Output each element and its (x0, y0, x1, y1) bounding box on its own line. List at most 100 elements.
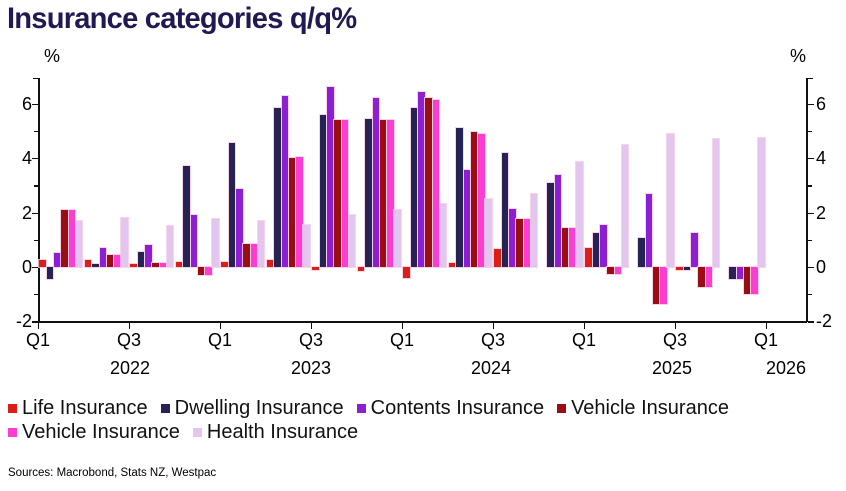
legend: Life Insurance Dwelling Insurance Contents… (8, 397, 729, 444)
bar-dwelling-insurance (410, 107, 418, 267)
legend-item: Life Insurance (8, 397, 148, 420)
x-tick (766, 322, 768, 329)
legend-label: Health Insurance (206, 421, 359, 443)
bar-life-insurance (312, 267, 319, 270)
bar-dwelling-insurance (365, 118, 372, 267)
bar-health-insurance (394, 209, 401, 267)
bar-vehicle-insurance (243, 243, 250, 267)
x-axis (38, 321, 807, 323)
x-tick-label: Q3 (662, 330, 688, 351)
y-tick-left (34, 239, 38, 242)
bar-vehicle-insurance (516, 219, 523, 267)
legend-item: Vehicle Insurance (557, 397, 729, 420)
bar-vehicle-insurance (296, 156, 303, 267)
x-tick (311, 322, 313, 329)
bar-health-insurance (121, 218, 128, 267)
bar-contents-insurance (600, 224, 607, 267)
bar-dwelling-insurance (456, 128, 463, 267)
bar-contents-insurance (554, 174, 561, 267)
bar-vehicle-insurance (743, 267, 751, 295)
legend-row: Vehicle Insurance Health Insurance (8, 421, 729, 444)
bar-health-insurance (530, 193, 538, 267)
y-tick-right (807, 158, 814, 160)
bar-vehicle-insurance (698, 267, 705, 288)
x-year-label: 2026 (765, 358, 807, 379)
x-tick-label: Q1 (571, 330, 597, 351)
bar-contents-insurance (145, 245, 152, 267)
bar-health-insurance (621, 144, 629, 267)
bar-contents-insurance (645, 193, 652, 267)
y-axis-top-tick-right (807, 78, 813, 80)
bar-vehicle-insurance (288, 158, 296, 267)
bar-dwelling-insurance (592, 233, 600, 267)
bar-contents-insurance (327, 87, 334, 267)
bar-vehicle-insurance (607, 267, 614, 274)
bar-vehicle-insurance (68, 209, 76, 267)
y-tick-right (807, 185, 812, 187)
y-tick-right (807, 212, 814, 214)
x-tick (584, 322, 586, 329)
bar-vehicle-insurance (614, 267, 622, 274)
y-tick-left (34, 294, 38, 296)
bar-vehicle-insurance (387, 120, 394, 267)
x-tick-label: Q3 (480, 330, 506, 351)
y-tick-label-left: 2 (21, 202, 32, 223)
bar-vehicle-insurance (569, 227, 576, 267)
bar-vehicle-insurance (705, 267, 713, 288)
bar-contents-insurance (99, 247, 106, 267)
legend-label: Life Insurance (22, 397, 148, 419)
y-tick-label-right: 6 (816, 93, 827, 114)
bar-health-insurance (667, 133, 674, 267)
bar-dwelling-insurance (729, 267, 736, 280)
legend-label: Dwelling Insurance (174, 397, 344, 419)
bar-vehicle-insurance (470, 132, 478, 267)
bar-health-insurance (166, 226, 174, 267)
x-tick (220, 322, 222, 329)
legend-item: Health Insurance (192, 421, 359, 444)
bar-contents-insurance (190, 215, 197, 267)
bar-dwelling-insurance (228, 143, 236, 267)
bar-life-insurance (585, 247, 592, 267)
bar-health-insurance (212, 219, 219, 267)
legend-item: Dwelling Insurance (160, 397, 344, 420)
bar-contents-insurance (372, 98, 379, 267)
bar-life-insurance (175, 261, 183, 267)
x-year-label: 2024 (470, 358, 512, 379)
y-tick-label-right: -2 (816, 311, 833, 332)
bar-life-insurance (84, 260, 92, 267)
x-tick-label: Q1 (25, 330, 51, 351)
bar-health-insurance (348, 215, 356, 267)
x-tick-label: Q1 (389, 330, 415, 351)
x-tick-label: Q1 (753, 330, 779, 351)
bar-contents-insurance (281, 95, 288, 267)
bar-life-insurance (494, 249, 501, 267)
bar-vehicle-insurance (652, 267, 660, 304)
bar-health-insurance (257, 220, 265, 267)
bar-dwelling-insurance (683, 267, 691, 270)
bar-vehicle-insurance (61, 209, 68, 267)
bar-contents-insurance (509, 208, 516, 267)
bar-life-insurance (357, 267, 365, 272)
bar-vehicle-insurance (334, 120, 341, 267)
legend-swatch-icon (192, 428, 202, 437)
bar-health-insurance (712, 139, 720, 267)
x-tick (129, 322, 131, 329)
y-tick-right (807, 321, 814, 323)
bar-contents-insurance (418, 91, 425, 267)
bar-health-insurance (485, 199, 492, 267)
bar-contents-insurance (463, 170, 470, 267)
bar-vehicle-insurance (478, 133, 485, 267)
chart-title: Insurance categories q/q% (7, 2, 357, 35)
bar-vehicle-insurance (523, 219, 531, 267)
bar-contents-insurance (54, 253, 61, 267)
x-year-label: 2022 (109, 358, 151, 379)
y-tick-label-left: 0 (21, 257, 32, 277)
bar-vehicle-insurance (197, 267, 205, 276)
legend-label: Contents Insurance (370, 397, 545, 419)
bar-vehicle-insurance (425, 98, 432, 267)
y-tick-label-right: 2 (816, 202, 827, 223)
legend-item: Vehicle Insurance (8, 421, 180, 444)
y-axis-right (806, 78, 808, 323)
bar-dwelling-insurance (501, 152, 509, 267)
